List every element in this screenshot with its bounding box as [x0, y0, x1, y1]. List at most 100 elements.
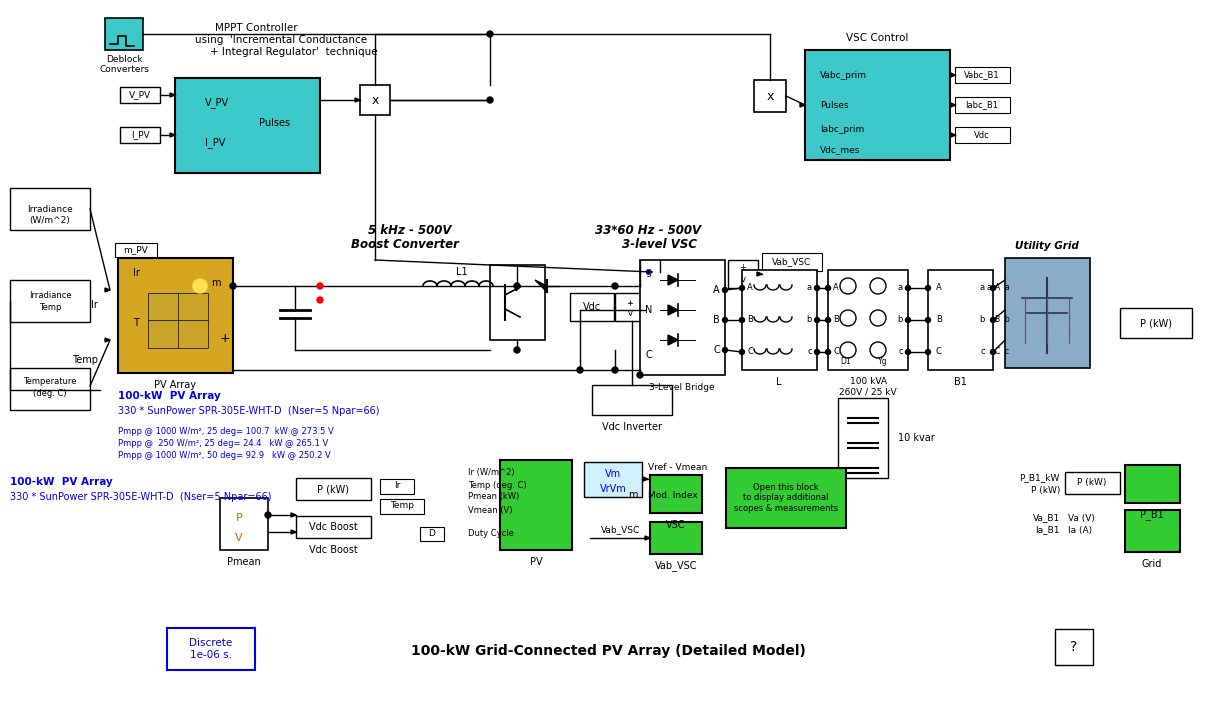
Polygon shape — [757, 272, 762, 276]
Text: C  c: C c — [996, 347, 1009, 357]
Text: + Integral Regulator'  technique: + Integral Regulator' technique — [211, 47, 377, 57]
Polygon shape — [105, 338, 110, 342]
Text: Irradiance: Irradiance — [27, 204, 73, 213]
Polygon shape — [355, 98, 360, 102]
Polygon shape — [291, 530, 296, 534]
Circle shape — [925, 350, 931, 355]
Text: b: b — [898, 315, 903, 324]
Polygon shape — [950, 73, 955, 77]
Circle shape — [723, 317, 728, 322]
Polygon shape — [950, 133, 955, 137]
Text: b: b — [807, 315, 812, 324]
Text: 100-kW  PV Array: 100-kW PV Array — [10, 477, 113, 487]
Text: b: b — [980, 315, 985, 324]
Circle shape — [723, 288, 728, 293]
FancyBboxPatch shape — [650, 475, 702, 513]
FancyBboxPatch shape — [584, 462, 643, 497]
Text: Grid: Grid — [1142, 559, 1162, 569]
Text: C: C — [936, 347, 942, 357]
FancyBboxPatch shape — [1125, 510, 1180, 552]
Text: B: B — [936, 315, 942, 324]
Text: a: a — [807, 284, 812, 293]
Text: B: B — [832, 315, 839, 324]
Text: using  'Incremental Conductance: using 'Incremental Conductance — [195, 35, 368, 45]
Circle shape — [991, 350, 996, 355]
Text: Vdc_mes: Vdc_mes — [820, 145, 860, 154]
FancyBboxPatch shape — [420, 527, 444, 541]
FancyBboxPatch shape — [380, 479, 414, 494]
Text: L1: L1 — [456, 267, 467, 277]
Text: Temp: Temp — [39, 303, 61, 312]
FancyBboxPatch shape — [380, 499, 424, 514]
Text: Ia_B1: Ia_B1 — [1036, 526, 1060, 534]
Circle shape — [825, 317, 830, 322]
Text: +: + — [627, 298, 633, 307]
FancyBboxPatch shape — [120, 127, 159, 143]
Text: v: v — [628, 308, 633, 317]
Circle shape — [514, 283, 520, 289]
FancyBboxPatch shape — [804, 50, 950, 160]
FancyBboxPatch shape — [148, 293, 208, 348]
Text: 10 kvar: 10 kvar — [898, 433, 935, 443]
FancyBboxPatch shape — [955, 97, 1010, 113]
Text: A: A — [713, 285, 720, 295]
Circle shape — [905, 286, 910, 291]
Circle shape — [487, 97, 493, 103]
Text: P (kW): P (kW) — [1031, 486, 1060, 494]
Text: P (kW): P (kW) — [1077, 479, 1106, 487]
Text: Vab_VSC: Vab_VSC — [773, 258, 812, 267]
Text: V_PV: V_PV — [204, 98, 229, 108]
Text: B1: B1 — [954, 377, 966, 387]
Text: Pulses: Pulses — [820, 100, 848, 110]
Text: B: B — [747, 315, 753, 324]
FancyBboxPatch shape — [570, 293, 615, 321]
Text: m: m — [628, 490, 638, 500]
Circle shape — [905, 317, 910, 322]
FancyBboxPatch shape — [727, 468, 846, 528]
FancyBboxPatch shape — [10, 368, 90, 410]
FancyBboxPatch shape — [296, 516, 371, 538]
Circle shape — [814, 317, 819, 322]
FancyBboxPatch shape — [955, 127, 1010, 143]
FancyBboxPatch shape — [105, 18, 144, 50]
Text: P (kW): P (kW) — [1140, 318, 1172, 328]
Text: Pmpp @  250 W/m², 25 deg= 24.4   kW @ 265.1 V: Pmpp @ 250 W/m², 25 deg= 24.4 kW @ 265.1… — [118, 439, 329, 449]
Text: Open this block
to display additional
scopes & measurements: Open this block to display additional sc… — [734, 483, 839, 513]
Circle shape — [487, 31, 493, 37]
Circle shape — [905, 350, 910, 355]
Text: P (kW): P (kW) — [316, 484, 349, 494]
Text: Vmean (V): Vmean (V) — [469, 505, 512, 515]
Circle shape — [514, 347, 520, 353]
FancyBboxPatch shape — [1125, 465, 1180, 503]
FancyBboxPatch shape — [728, 260, 758, 288]
Text: Duty Cycle: Duty Cycle — [469, 529, 514, 538]
Text: V_PV: V_PV — [129, 91, 151, 100]
Text: m_PV: m_PV — [124, 246, 148, 255]
Polygon shape — [647, 270, 652, 274]
FancyBboxPatch shape — [762, 253, 821, 271]
Text: D1: D1 — [841, 357, 852, 366]
FancyBboxPatch shape — [839, 398, 888, 478]
Text: Temperature: Temperature — [23, 378, 77, 387]
FancyBboxPatch shape — [175, 78, 320, 173]
Polygon shape — [668, 275, 678, 285]
Text: 100-kW  PV Array: 100-kW PV Array — [118, 391, 220, 401]
Text: Va (V): Va (V) — [1069, 513, 1095, 522]
Circle shape — [991, 317, 996, 322]
Text: a: a — [980, 284, 985, 293]
Circle shape — [740, 286, 745, 291]
Text: V: V — [235, 533, 243, 543]
Circle shape — [265, 512, 271, 518]
Text: Pulses: Pulses — [259, 118, 290, 128]
Text: 3-level VSC: 3-level VSC — [623, 237, 697, 251]
Polygon shape — [105, 288, 110, 292]
FancyBboxPatch shape — [114, 243, 157, 257]
Text: Utility Grid: Utility Grid — [1015, 241, 1079, 251]
Text: m: m — [212, 278, 221, 288]
Text: (W/m^2): (W/m^2) — [29, 216, 71, 225]
Text: N: N — [645, 305, 652, 315]
Text: -: - — [628, 298, 632, 307]
FancyBboxPatch shape — [1065, 472, 1120, 494]
Text: A: A — [936, 284, 942, 293]
Text: c: c — [981, 347, 985, 357]
